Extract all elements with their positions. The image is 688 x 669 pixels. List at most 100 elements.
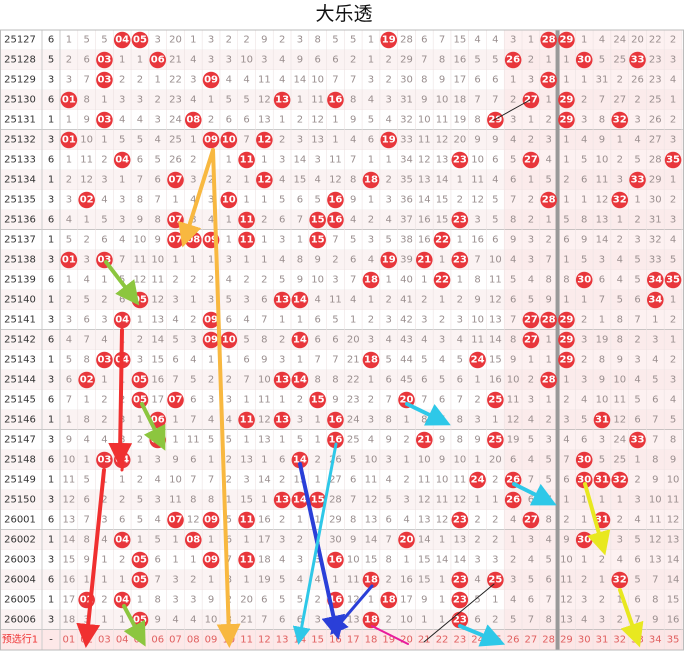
period: 25137 bbox=[4, 235, 36, 246]
hit-number: 09 bbox=[204, 235, 218, 246]
omission-number: 11 bbox=[258, 395, 271, 406]
omission-number: 12 bbox=[418, 495, 431, 506]
omission-number: 2 bbox=[101, 415, 107, 426]
omission-number: 12 bbox=[471, 195, 484, 206]
hit-number: 16 bbox=[328, 195, 342, 206]
omission-number: 12 bbox=[187, 515, 200, 526]
omission-number: 2 bbox=[617, 615, 623, 626]
omission-number: 31 bbox=[596, 75, 609, 86]
omission-number: 6 bbox=[279, 615, 285, 626]
omission-number: 8 bbox=[155, 595, 161, 606]
omission-number: 45 bbox=[400, 375, 413, 386]
hit-number: 20 bbox=[400, 535, 414, 546]
omission-number: 22 bbox=[347, 375, 360, 386]
omission-number: 6 bbox=[332, 55, 338, 66]
hit-number: 09 bbox=[204, 555, 218, 566]
omission-number: 29 bbox=[649, 175, 662, 186]
count: 1 bbox=[48, 415, 54, 426]
omission-number: 3 bbox=[172, 595, 178, 606]
omission-number: 2 bbox=[492, 515, 498, 526]
omission-number: 29 bbox=[400, 55, 413, 66]
hit-number: 15 bbox=[311, 215, 325, 226]
omission-number: 1 bbox=[368, 295, 374, 306]
omission-number: 10 bbox=[258, 375, 271, 386]
omission-number: 7 bbox=[350, 75, 356, 86]
hit-ball bbox=[113, 591, 131, 609]
omission-number: 7 bbox=[243, 375, 249, 386]
omission-number: 11 bbox=[187, 435, 200, 446]
omission-number: 11 bbox=[613, 395, 626, 406]
hit-number: 03 bbox=[97, 55, 111, 66]
arrow bbox=[458, 624, 506, 647]
omission-number: 2 bbox=[190, 275, 196, 286]
omission-number: 1 bbox=[243, 395, 249, 406]
hit-ball bbox=[558, 351, 575, 369]
omission-number: 5 bbox=[439, 375, 445, 386]
omission-number: 14 bbox=[365, 535, 378, 546]
omission-number: 1 bbox=[581, 295, 587, 306]
omission-number: 11 bbox=[489, 275, 502, 286]
omission-number: 2 bbox=[119, 75, 125, 86]
omission-number: 44 bbox=[400, 355, 413, 366]
omission-number: 8 bbox=[350, 515, 356, 526]
omission-number: 30 bbox=[649, 195, 662, 206]
omission-number: 3 bbox=[581, 375, 587, 386]
omission-number: 6 bbox=[457, 375, 463, 386]
omission-number: 9 bbox=[66, 435, 72, 446]
omission-number: 2 bbox=[474, 395, 480, 406]
omission-number: 16 bbox=[453, 55, 466, 66]
omission-number: 25 bbox=[169, 135, 182, 146]
omission-number: 26 bbox=[631, 75, 644, 86]
hit-number: 31 bbox=[595, 515, 609, 526]
omission-number: 11 bbox=[471, 335, 484, 346]
omission-number: 7 bbox=[83, 75, 89, 86]
preselect-number: 26 bbox=[507, 635, 520, 646]
omission-number: 10 bbox=[134, 235, 147, 246]
hit-ball bbox=[78, 371, 95, 389]
hit-number: 28 bbox=[542, 315, 556, 326]
omission-number: 11 bbox=[329, 295, 342, 306]
omission-number: 3 bbox=[474, 215, 480, 226]
omission-number: 9 bbox=[421, 95, 427, 106]
preselect-number: 06 bbox=[151, 635, 164, 646]
omission-number: 15 bbox=[240, 495, 253, 506]
omission-number: 2 bbox=[101, 395, 107, 406]
omission-number: 4 bbox=[528, 555, 534, 566]
omission-number: 1 bbox=[634, 455, 640, 466]
hit-number: 10 bbox=[222, 335, 236, 346]
omission-number: 2 bbox=[208, 375, 214, 386]
omission-number: 2 bbox=[297, 535, 303, 546]
omission-number: 6 bbox=[492, 235, 498, 246]
omission-number: 2 bbox=[101, 155, 107, 166]
omission-number: 10 bbox=[240, 55, 253, 66]
hit-ball bbox=[664, 151, 682, 169]
hit-ball bbox=[558, 31, 575, 49]
hit-ball bbox=[415, 251, 433, 269]
omission-number: 8 bbox=[137, 195, 143, 206]
omission-number: 1 bbox=[190, 295, 196, 306]
omission-number: 2 bbox=[137, 75, 143, 86]
omission-number: 30 bbox=[329, 535, 342, 546]
omission-number: 43 bbox=[400, 335, 413, 346]
omission-number: 20 bbox=[347, 335, 360, 346]
count: 3 bbox=[48, 375, 54, 386]
omission-number: 12 bbox=[613, 415, 626, 426]
omission-number: 8 bbox=[510, 215, 516, 226]
omission-number: 30 bbox=[400, 75, 413, 86]
count: 6 bbox=[48, 95, 54, 106]
omission-number: 6 bbox=[279, 455, 285, 466]
omission-number: 16 bbox=[418, 215, 431, 226]
omission-number: 1 bbox=[528, 115, 534, 126]
omission-number: 4 bbox=[172, 615, 178, 626]
omission-number: 12 bbox=[311, 115, 324, 126]
omission-number: 10 bbox=[596, 395, 609, 406]
omission-number: 1 bbox=[439, 535, 445, 546]
period: 25129 bbox=[4, 75, 36, 86]
omission-number: 5 bbox=[634, 275, 640, 286]
omission-number: 12 bbox=[667, 515, 680, 526]
hit-ball bbox=[593, 411, 611, 429]
omission-number: 1 bbox=[226, 355, 232, 366]
hit-ball bbox=[487, 391, 504, 409]
omission-number: 2 bbox=[66, 55, 72, 66]
omission-number: 2 bbox=[208, 175, 214, 186]
